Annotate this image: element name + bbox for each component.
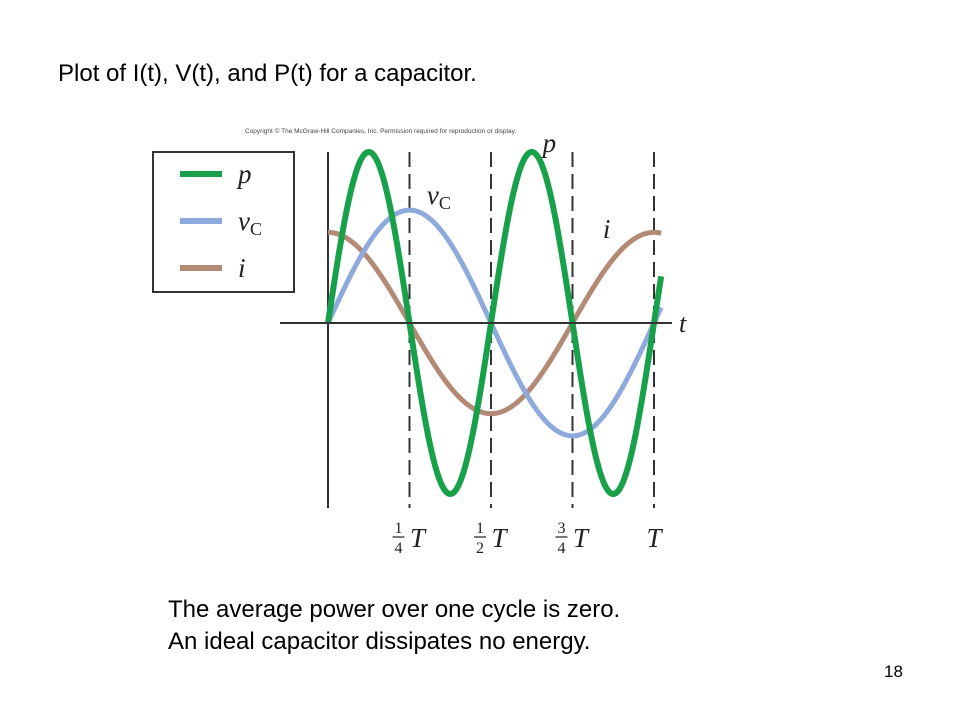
tick-symbol: T [573,523,590,553]
legend-label-p: p [236,159,252,189]
slide-number: 18 [884,662,903,681]
tick-label-2: 1 2 T [474,520,508,557]
tick-symbol: T [491,523,508,553]
curve-label-p: p [541,128,557,158]
slide-title: Plot of I(t), V(t), and P(t) for a capac… [58,60,477,87]
tick-labels: 14 T 12 T 34 T T [392,520,663,557]
curve-label-vc: vC [427,180,451,213]
tick-label-3: 3 4 T [555,520,590,557]
series-p-line [325,148,665,498]
body-text: The average power over one cycle is zero… [168,594,620,658]
tick-symbol: T [646,523,663,553]
tick-denominator: 4 [395,540,403,557]
copyright-notice: Copyright © The McGraw-Hill Companies, I… [245,128,517,135]
series-vC-line [325,207,664,439]
tick-numerator: 1 [395,520,403,537]
legend-label-i: i [238,253,246,283]
tick-denominator: 4 [558,540,566,557]
x-axis-label: t [679,309,687,338]
curve-labels: p vC i [427,128,611,244]
tick-label-4: T [646,523,663,553]
tick-numerator: 1 [476,520,484,537]
curves [325,148,665,498]
legend-label-vC: vC [238,206,262,239]
tick-numerator: 3 [558,520,566,537]
tick-label-1: 1 4 T [392,520,427,557]
legend: p vC i [152,151,295,293]
curve-label-i: i [603,214,611,244]
tick-symbol: T [410,523,427,553]
body-line-2: An ideal capacitor dissipates no energy. [168,628,591,655]
series-i-line [327,229,662,417]
axes: t [280,309,687,338]
body-line-1: The average power over one cycle is zero… [168,596,621,623]
legend-box [152,151,295,293]
tick-denominator: 2 [476,540,484,557]
